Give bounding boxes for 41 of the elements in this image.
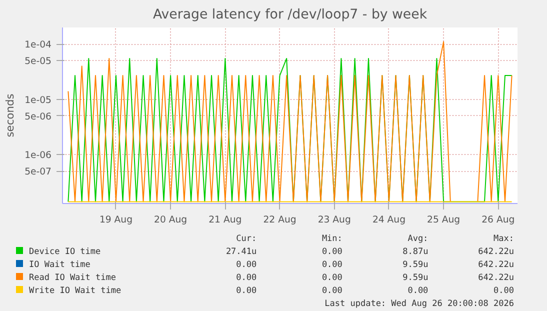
y-tick-label: 5e-05 [24, 56, 52, 68]
text: Cur: [235, 233, 258, 246]
text: Last update: Wed Aug 26 20:00:08 2026 [324, 298, 515, 311]
chart-title: Average latency for /dev/loop7 - by week [152, 8, 428, 22]
text: 0.00 [320, 259, 344, 272]
text: Max: [492, 233, 515, 246]
y-tick-label: 5e-06 [24, 111, 52, 122]
text: 9.59u [402, 259, 430, 272]
text: 0.00 [492, 285, 515, 298]
x-tick-label: 20 Aug [154, 214, 188, 226]
text: Min: [320, 233, 344, 246]
x-tick-label: 21 Aug [208, 214, 242, 226]
legend-label: Device IO time [28, 246, 102, 259]
text: 27.41u [224, 246, 258, 259]
x-tick-label: 23 Aug [318, 214, 351, 226]
x-tick-label: 25 Aug [427, 214, 460, 226]
x-tick-label: 22 Aug [263, 214, 296, 226]
text: 0.00 [406, 285, 430, 298]
text: 0.00 [235, 259, 258, 272]
legend-label: IO Wait time [28, 259, 92, 272]
y-tick-label: 1e-04 [24, 40, 52, 51]
text: Avg: [406, 233, 430, 246]
text: 0.00 [320, 285, 344, 298]
x-tick-label: 26 Aug [482, 214, 515, 226]
y-tick-label: 1e-05 [24, 94, 52, 106]
y-axis-title: seconds [4, 93, 17, 138]
x-tick-label: 24 Aug [372, 214, 406, 226]
y-tick-label: 5e-07 [24, 166, 52, 178]
text: 9.59u [402, 272, 430, 285]
legend-label: Read IO Wait time [28, 272, 117, 285]
legend-label: Write IO Wait time [28, 285, 122, 298]
x-tick-label: 19 Aug [99, 214, 133, 226]
text: 8.87u [402, 246, 430, 259]
text: 642.22u [477, 246, 515, 259]
y-tick-label: 1e-06 [24, 150, 52, 162]
text: 0.00 [235, 285, 258, 298]
text: 0.00 [235, 272, 258, 285]
text: 0.00 [320, 246, 344, 259]
text: 642.22u [477, 272, 515, 285]
text: 0.00 [320, 272, 344, 285]
text: 642.22u [477, 259, 515, 272]
